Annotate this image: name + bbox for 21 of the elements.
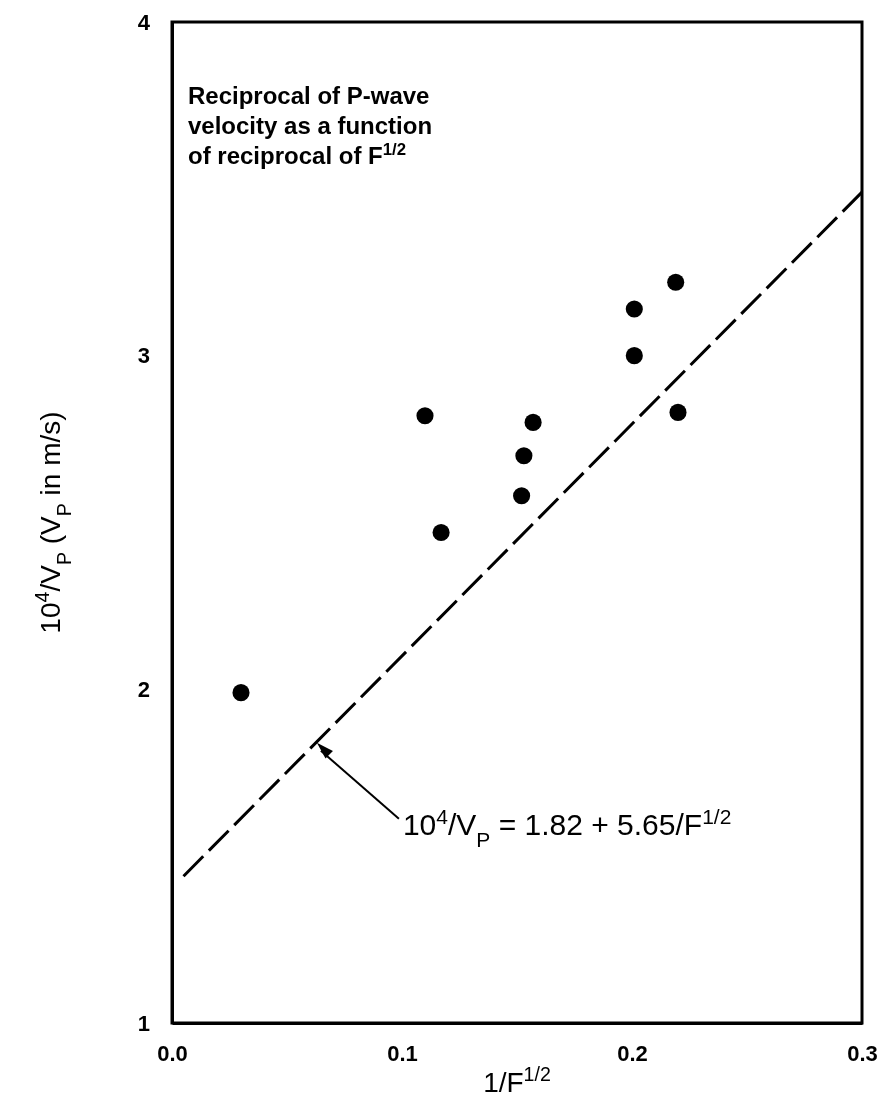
annotation: 10$^{4}$/V$_{P}$ = 1.82 + 5.65/F$^{1/2}$ [402,804,732,851]
y-tick-label: 1 [137,1010,150,1036]
point [232,684,250,702]
point [625,300,643,318]
y-tick-label: 4 [137,9,151,35]
y-tick-label: 3 [137,343,150,369]
point [416,407,434,425]
point [524,413,542,431]
x-tick-label: 0.0 [157,1040,188,1066]
point [669,403,687,421]
x-tick-label: 0.2 [617,1040,648,1066]
x-axis-title: 1/F$^{1/2}$ [483,1063,551,1098]
y-tick-label: 2 [137,676,150,702]
x-tick-label: 0.3 [847,1040,878,1066]
text: Reciprocal of P-wave velocity as a function of reciprocal of F$^{1/2}$ [188,82,433,169]
point [432,523,450,542]
point [625,347,643,365]
point [515,447,533,465]
point [513,487,531,505]
point [667,273,685,291]
x-tick-label: 0.1 [387,1040,418,1066]
